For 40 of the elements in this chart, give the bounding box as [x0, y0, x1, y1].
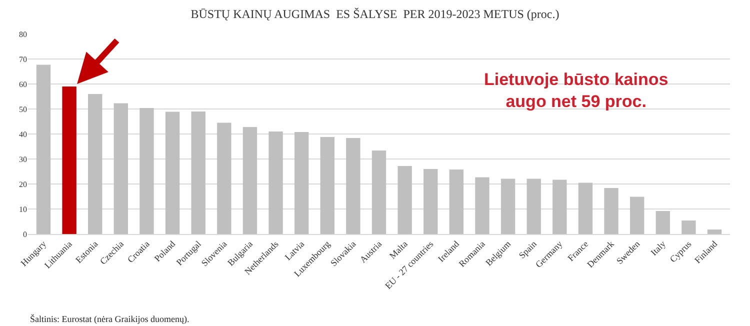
bar: [140, 108, 154, 234]
bar: [500, 178, 516, 234]
bar: [88, 94, 102, 234]
y-tick-label: 50: [19, 104, 27, 114]
bar: [682, 220, 696, 234]
bar: [217, 122, 232, 234]
bar: [114, 103, 128, 234]
bar: [165, 112, 180, 234]
y-tick-label: 0: [23, 230, 27, 239]
chart-title: BŪSTŲ KAINŲ AUGIMAS ES ŠALYSE PER 2019-2023 METUS (proc.): [190, 7, 560, 22]
text: Šaltinis: Eurostat (nėra Graikijos duomenų).: [30, 314, 190, 324]
bar: [552, 180, 567, 234]
bar: [294, 132, 309, 234]
bar: [398, 166, 412, 234]
bar: [268, 132, 283, 234]
y-tick-label: 10: [19, 204, 27, 214]
y-tick-label: 70: [19, 54, 27, 64]
y-tick-label: 40: [19, 130, 27, 139]
bar: [475, 177, 490, 234]
bar: [372, 150, 386, 234]
bar: [242, 127, 258, 234]
bar: [320, 137, 334, 234]
bar: [346, 138, 360, 234]
x-tick-label: Italy: [648, 238, 668, 258]
bar: [191, 112, 206, 234]
bar: [707, 230, 722, 234]
y-tick-label: 80: [19, 30, 27, 39]
bar: [526, 178, 541, 234]
bar: [604, 188, 618, 234]
bar: [62, 86, 76, 234]
annotation: Lietuvoje būsto kainos augo net 59 proc.: [484, 70, 668, 112]
y-tick-label: 30: [19, 154, 27, 164]
bar: [36, 64, 51, 234]
bar: [630, 196, 644, 234]
bar: [656, 211, 670, 234]
bar: [449, 170, 464, 234]
y-tick-label: 20: [19, 180, 27, 189]
bar: [424, 169, 438, 234]
y-tick-label: 60: [19, 80, 27, 89]
bar: [578, 182, 593, 234]
